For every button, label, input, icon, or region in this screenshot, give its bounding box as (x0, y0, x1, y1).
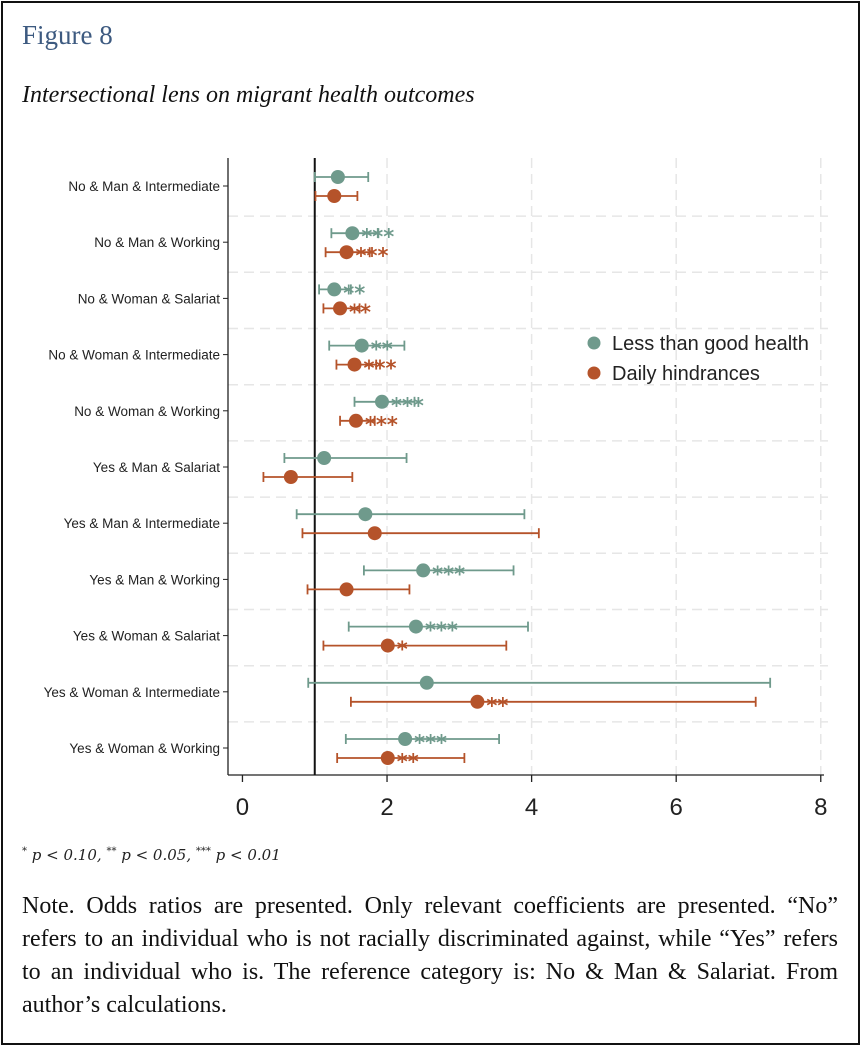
sig-star-1: * (22, 846, 27, 857)
y-tick-label: Yes & Woman & Working (69, 741, 220, 756)
point-estimate (374, 394, 389, 409)
point-estimate (358, 507, 373, 522)
y-tick-label: Yes & Woman & Intermediate (44, 685, 220, 700)
y-tick-label: Yes & Man & Intermediate (64, 516, 220, 531)
grid-lines (228, 158, 828, 775)
coefficient-plot: 0 2 4 6 8 No & Man & Intermediate No & Man & W… (44, 158, 828, 821)
point-estimate (333, 301, 348, 316)
point-estimate (470, 694, 485, 709)
significance-stars: *** (361, 225, 394, 249)
x-tick-label: 8 (814, 794, 827, 821)
legend-marker (587, 336, 601, 350)
point-estimate (416, 563, 431, 578)
significance-stars: ** (343, 281, 365, 305)
point-estimate (330, 170, 345, 184)
figure-note: Note. Odds ratios are presented. Only re… (22, 893, 838, 1018)
point-estimate (398, 732, 413, 746)
significance-stars: *** (356, 244, 389, 268)
point-estimate (367, 526, 382, 541)
point-estimate (327, 189, 342, 203)
data-marks: *********************************** (262, 170, 772, 774)
y-tick-label: No & Woman & Working (74, 404, 220, 419)
point-estimate (408, 619, 423, 634)
significance-stars: *** (364, 357, 397, 381)
point-estimate (283, 470, 298, 484)
legend-marker (587, 366, 601, 380)
point-estimate (380, 751, 395, 765)
point-estimate (339, 245, 354, 260)
sig-star-3: *** (195, 846, 211, 857)
point-estimate (354, 338, 369, 353)
point-estimate (317, 451, 332, 465)
point-estimate (339, 582, 354, 597)
sig-text-1: p < 0.10, (31, 846, 102, 864)
sig-text-3: p < 0.01 (215, 846, 281, 864)
x-tick-label: 4 (525, 794, 538, 821)
significance-stars: ** (397, 750, 419, 774)
significance-stars: *** (391, 394, 424, 418)
x-tick-label: 6 (670, 794, 683, 821)
y-tick-label: Yes & Man & Working (89, 572, 220, 587)
point-estimate (345, 226, 360, 241)
sig-star-2: ** (106, 846, 117, 857)
significance-stars: *** (365, 413, 398, 437)
significance-stars: *** (432, 562, 465, 586)
figure-label: Figure 8 (22, 20, 113, 50)
point-estimate (348, 413, 363, 428)
y-tick-label: No & Woman & Intermediate (48, 348, 220, 363)
y-tick-label: No & Woman & Salariat (78, 291, 221, 306)
legend-label: Less than good health (612, 333, 809, 355)
legend-label: Daily hindrances (612, 363, 760, 385)
significance-stars: * (397, 638, 408, 662)
axes: 0 2 4 6 8 No & Man & Intermediate No & Man & W… (44, 158, 827, 821)
significance-stars: *** (425, 619, 458, 643)
x-tick-label: 0 (236, 794, 249, 821)
y-tick-label: Yes & Woman & Salariat (73, 629, 220, 644)
significance-note: * p < 0.10, ** p < 0.05, *** p < 0.01 (22, 846, 281, 864)
point-estimate (347, 357, 362, 372)
point-estimate (327, 282, 342, 297)
point-estimate (419, 675, 434, 690)
y-tick-label: No & Man & Working (94, 235, 220, 250)
significance-stars: *** (414, 731, 447, 755)
x-tick-label: 2 (380, 794, 393, 821)
significance-stars: ** (486, 694, 508, 718)
significance-stars: ** (371, 338, 393, 362)
legend: Less than good health Daily hindrances (587, 333, 809, 385)
y-tick-label: No & Man & Intermediate (68, 179, 220, 194)
figure-title: Intersectional lens on migrant health ou… (22, 82, 475, 108)
point-estimate (380, 638, 395, 653)
y-tick-label: Yes & Man & Salariat (93, 460, 220, 475)
significance-stars: ** (349, 300, 371, 324)
sig-text-2: p < 0.05, (121, 846, 192, 864)
